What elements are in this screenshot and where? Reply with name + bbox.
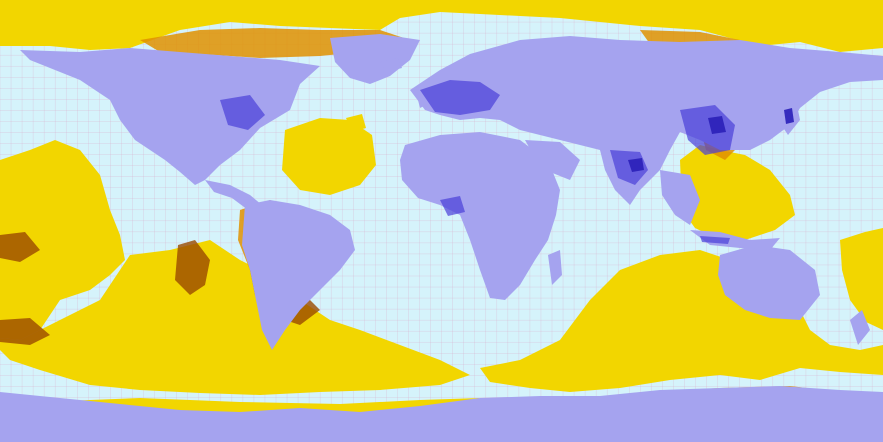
antipode-southeast-asia-region	[680, 145, 795, 240]
south-america	[242, 200, 355, 350]
darkest-china-east	[708, 116, 726, 134]
dense-europe	[420, 80, 500, 115]
darkest-japan	[784, 108, 794, 124]
antipode-greenland-blob	[282, 118, 376, 195]
iceland	[380, 58, 402, 72]
new-zealand	[850, 310, 870, 345]
dense-java	[700, 236, 730, 244]
central-america	[205, 180, 262, 210]
population-density-darkest	[628, 108, 794, 172]
population-density-points	[220, 80, 735, 244]
darkest-bangladesh	[628, 158, 644, 172]
dense-usa-east	[220, 95, 265, 130]
antipode-small-patch	[346, 114, 366, 132]
north-america	[20, 48, 320, 185]
dense-nigeria	[440, 196, 465, 216]
antarctica	[0, 386, 883, 442]
antipode-arctic-band	[0, 0, 883, 52]
southeast-asia	[660, 170, 700, 225]
africa	[400, 132, 560, 300]
antipode-south-america-west	[0, 140, 125, 340]
land-masses	[0, 34, 883, 442]
indonesia	[690, 230, 780, 250]
australia	[718, 245, 820, 320]
greenland	[330, 34, 420, 84]
antipode-dark-patch-3	[0, 232, 40, 262]
antipode-australia-ocean-mid	[0, 240, 470, 395]
madagascar	[548, 250, 562, 285]
antipode-dark-patch-4	[0, 318, 50, 345]
antipode-dark-patch-1	[175, 240, 210, 295]
antipode-east-edge	[840, 228, 883, 330]
arabia	[525, 140, 580, 180]
europe-asia	[410, 36, 883, 200]
